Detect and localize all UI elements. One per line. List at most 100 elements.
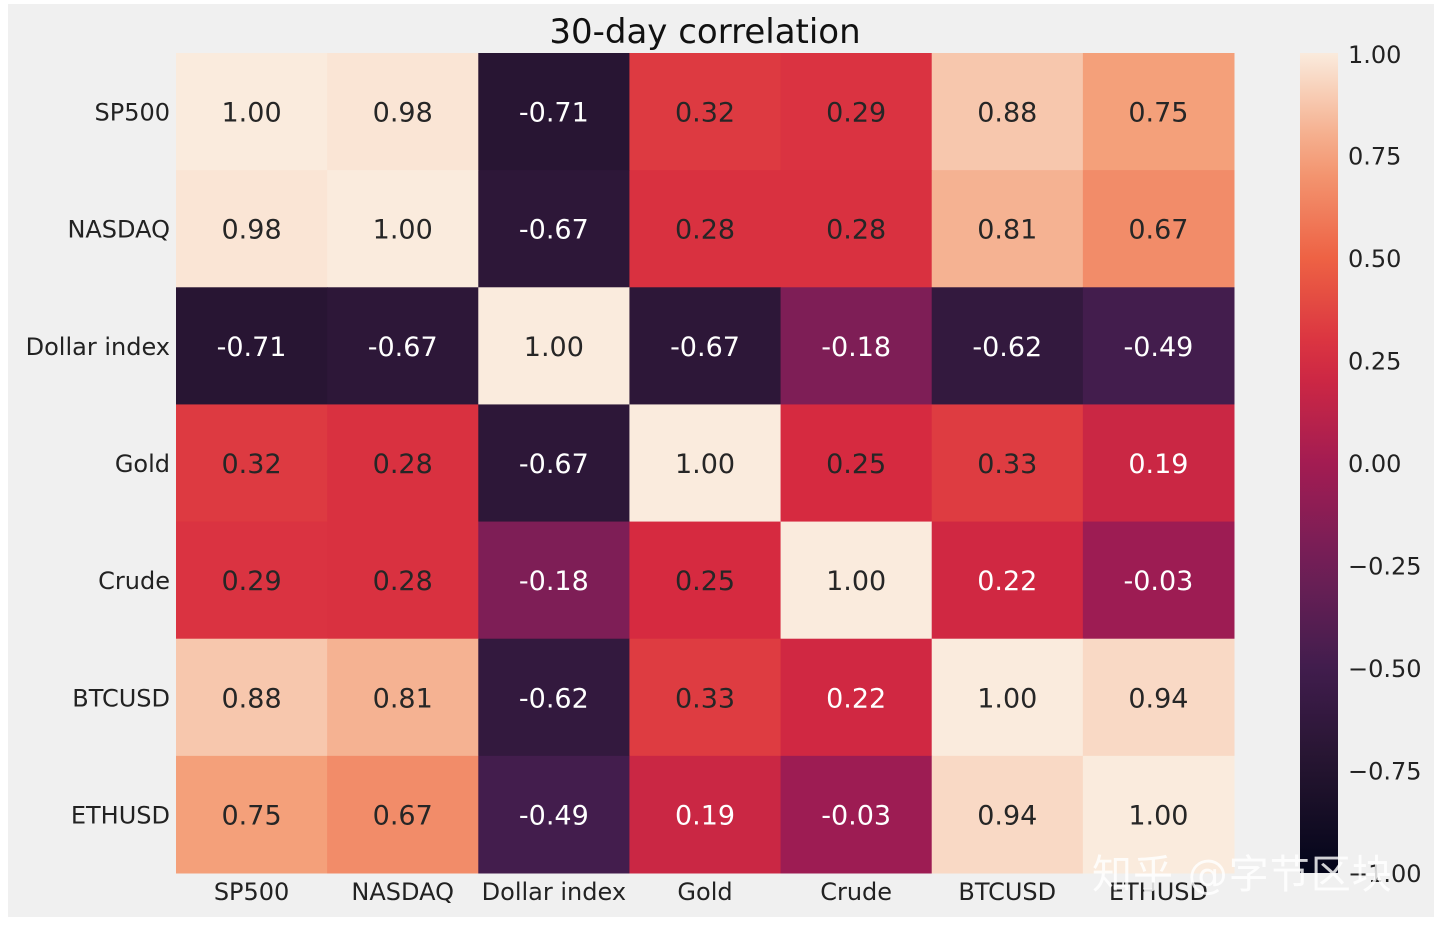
cell-value-label: -0.03 (1123, 566, 1193, 597)
x-tick-label: Gold (677, 878, 732, 906)
heatmap-cell (1082, 170, 1235, 288)
heatmap-cell (176, 404, 328, 523)
heatmap-cell (780, 755, 933, 874)
heatmap-cell (931, 53, 1084, 171)
cell-value-label: 0.98 (373, 98, 433, 129)
y-axis-labels: SP500 NASDAQ Dollar index Gold Crude BTCUSD ET… (26, 99, 170, 830)
y-tick-label: SP500 (94, 99, 170, 127)
y-tick-label: Crude (98, 567, 170, 595)
x-tick-label: ETHUSD (1109, 878, 1208, 906)
cell-value-label: 0.75 (222, 800, 282, 831)
heatmap-cell (1082, 53, 1235, 171)
heatmap-cell (1082, 404, 1235, 523)
heatmap-cell (780, 287, 933, 405)
cell-value-label: 0.22 (826, 683, 886, 714)
cell-value-label: 0.32 (675, 98, 735, 129)
heatmap-cell (629, 755, 782, 874)
cell-value-label: 0.19 (675, 800, 735, 831)
heatmap-cell (478, 521, 630, 640)
heatmap-cell (931, 170, 1084, 288)
cell-value-label: 0.29 (826, 98, 886, 129)
cell-value-label: 0.88 (977, 98, 1037, 129)
heatmap-cell (478, 170, 630, 288)
colorbar-tick-label: 0.75 (1348, 143, 1401, 171)
heatmap-cell (780, 170, 933, 288)
heatmap-cell (629, 638, 782, 757)
heatmap-cell (1082, 521, 1235, 640)
cell-value-label: 0.81 (373, 683, 433, 714)
heatmap-cell (629, 53, 782, 171)
heatmap-cell (176, 170, 328, 288)
cell-value-label: 1.00 (826, 566, 886, 597)
heatmap-cell (1082, 755, 1235, 874)
cell-value-label: 1.00 (1128, 800, 1188, 831)
heatmap-cell (780, 521, 933, 640)
cell-value-label: -0.03 (821, 800, 891, 831)
heatmap-cell (478, 638, 630, 757)
cell-value-label: 0.81 (977, 215, 1037, 246)
cell-value-label: 0.67 (373, 800, 433, 831)
cell-value-label: 0.28 (373, 449, 433, 480)
colorbar-tick-label: 1.00 (1348, 41, 1401, 69)
cell-value-label: 0.33 (977, 449, 1037, 480)
heatmap-cell (478, 53, 630, 171)
x-tick-label: Crude (820, 878, 892, 906)
colorbar-tick-label: −1.00 (1348, 860, 1422, 888)
heatmap-cell (327, 287, 479, 405)
heatmap-cell (176, 53, 328, 171)
heatmap-cell (629, 404, 782, 523)
cell-value-label: 0.28 (373, 566, 433, 597)
cell-value-label: 0.25 (675, 566, 735, 597)
heatmap-cell (629, 521, 782, 640)
cell-value-label: 0.94 (1128, 683, 1188, 714)
heatmap-cell (327, 404, 479, 523)
heatmap-cell (176, 287, 328, 405)
colorbar-tick-label: 0.25 (1348, 348, 1401, 376)
cell-value-label: -0.67 (519, 449, 589, 480)
x-tick-label: Dollar index (482, 878, 626, 906)
cell-value-label: 1.00 (977, 683, 1037, 714)
heatmap-cell (780, 404, 933, 523)
watermark-text: 知乎 @字节区块 (1092, 852, 1393, 898)
cell-value-label: 0.32 (222, 449, 282, 480)
heatmap-cell (478, 404, 630, 523)
heatmap-cell (478, 287, 630, 405)
x-tick-label: SP500 (214, 878, 290, 906)
colorbar (1300, 53, 1338, 873)
heatmap-cell (176, 638, 328, 757)
colorbar-tick-label: −0.25 (1348, 553, 1422, 581)
cell-value-label: 0.98 (222, 215, 282, 246)
cell-value-label: 0.22 (977, 566, 1037, 597)
colorbar-tick-label: −0.50 (1348, 655, 1422, 683)
colorbar-tick-label: 0.50 (1348, 245, 1401, 273)
cell-value-label: 0.75 (1128, 98, 1188, 129)
heatmap-cell (780, 638, 933, 757)
cell-value-label: 0.33 (675, 683, 735, 714)
cell-value-label: 0.28 (675, 215, 735, 246)
x-tick-label: NASDAQ (351, 878, 454, 906)
cell-value-label: -0.62 (519, 683, 589, 714)
cell-value-label: 0.88 (222, 683, 282, 714)
heatmap-cell (327, 638, 479, 757)
heatmap-cell (931, 404, 1084, 523)
colorbar-tick-label: 0.00 (1348, 450, 1401, 478)
heatmap-cell (931, 755, 1084, 874)
cell-value-label: 0.29 (222, 566, 282, 597)
cell-value-label: 0.67 (1128, 215, 1188, 246)
cell-value-label: 1.00 (222, 98, 282, 129)
cell-value-label: -0.71 (519, 98, 589, 129)
cell-value-label: -0.67 (670, 332, 740, 363)
y-tick-label: NASDAQ (67, 216, 170, 244)
heatmap-cell (327, 170, 479, 288)
y-tick-label: Dollar index (26, 333, 170, 361)
heatmap-cell (780, 53, 933, 171)
cell-value-label: -0.49 (1123, 332, 1193, 363)
cell-value-label: -0.49 (519, 800, 589, 831)
cell-value-label: -0.71 (217, 332, 287, 363)
heatmap-cells: 1.00 0.98 -0.71 0.32 0.29 0.88 0.75 0.98 1.00 -0.… (176, 53, 1235, 874)
x-tick-label: BTCUSD (958, 878, 1056, 906)
cell-value-label: -0.62 (972, 332, 1042, 363)
heatmap-cell (1082, 638, 1235, 757)
heatmap-cell (327, 53, 479, 171)
